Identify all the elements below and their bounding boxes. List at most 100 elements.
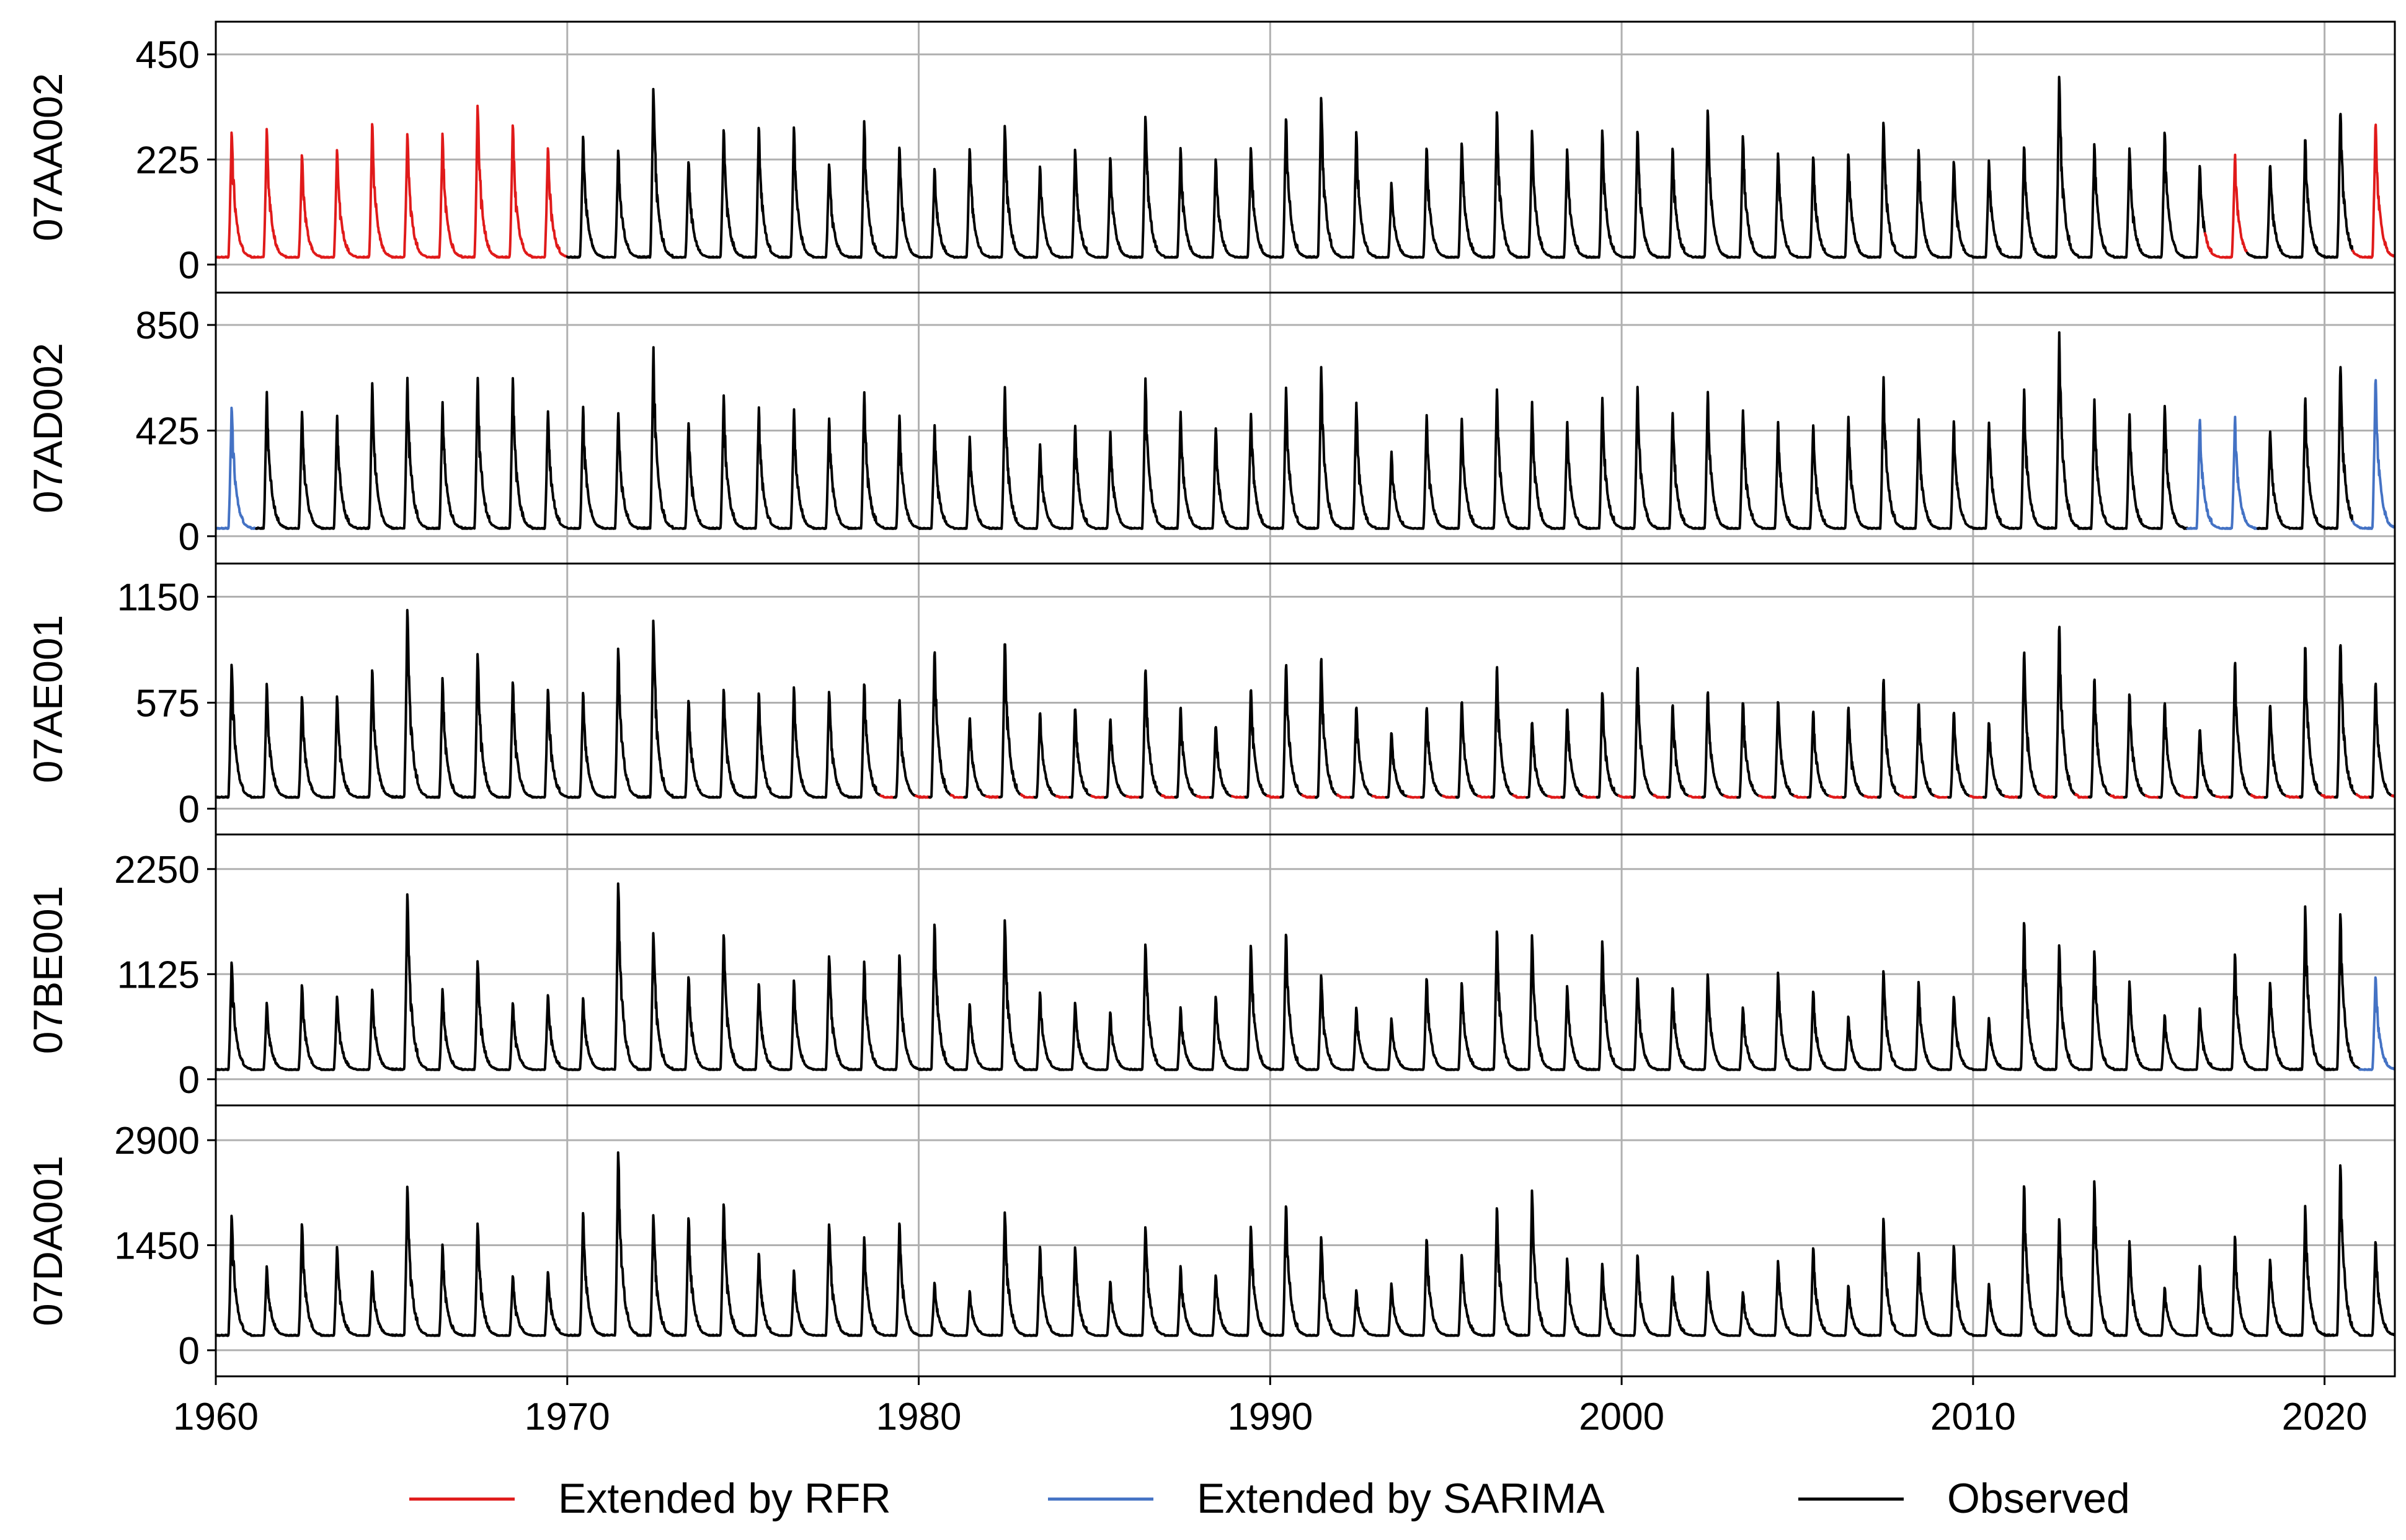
- series-line-observed: [216, 1151, 2395, 1337]
- x-tick-label: 1960: [173, 1396, 259, 1438]
- series-line-rfr: [1055, 794, 1072, 799]
- panel-frame: [215, 291, 2396, 565]
- panel-07AE001: 0 575 1150 07AE001: [25, 562, 2396, 836]
- x-axis: 1960 1970 1980 1990 2000 2010 2020: [173, 1376, 2368, 1438]
- series-line-observed: [1420, 707, 1444, 799]
- series-line-rfr: [2250, 794, 2267, 799]
- series-line-observed: [1244, 689, 1269, 799]
- series-line-rfr: [2074, 793, 2092, 799]
- series-line-observed: [1174, 706, 1199, 799]
- series-line-rfr: [1899, 794, 1915, 799]
- series-line-sarima: [2186, 415, 2259, 530]
- series-line-rfr: [985, 795, 1002, 799]
- series-line-observed: [2053, 626, 2077, 799]
- station-label: 07AA002: [25, 73, 71, 242]
- series-line-observed: [1982, 722, 2007, 799]
- series-line-observed: [1771, 701, 1796, 799]
- series-line-observed: [2193, 729, 2217, 799]
- series-line-rfr: [1196, 794, 1213, 799]
- panel-frame: [215, 562, 2396, 836]
- series-line-sarima: [216, 406, 257, 530]
- series-line-rfr: [216, 104, 569, 259]
- panel-frame: [215, 20, 2396, 294]
- series-line-rfr: [1266, 794, 1283, 799]
- series-line-observed: [1455, 701, 1480, 799]
- series-line-rfr: [1336, 793, 1354, 799]
- series-line-observed: [1139, 669, 1163, 799]
- series-line-observed: [2369, 683, 2394, 799]
- series-line-observed: [1315, 658, 1339, 799]
- y-tick-label: 450: [136, 34, 200, 77]
- panel-07AA002: 0 225 450 07AA002: [25, 20, 2396, 294]
- series-line-rfr: [1020, 793, 1037, 799]
- series-line-rfr: [1371, 794, 1388, 799]
- legend-item-sarima: Extended by SARIMA: [1048, 1475, 1605, 1522]
- series-line-observed: [1876, 678, 1901, 799]
- series-line-sarima: [2351, 379, 2395, 530]
- series-line-observed: [963, 717, 988, 799]
- series-line-rfr: [1687, 795, 1705, 799]
- series-line-observed: [1068, 708, 1093, 799]
- series-line-observed: [2123, 693, 2147, 799]
- series-line-rfr: [2180, 794, 2197, 799]
- series-line-observed: [255, 331, 2189, 530]
- series-line-observed: [1806, 710, 1831, 799]
- panel-07DA001: 0 1450 2900 07DA001: [25, 1104, 2396, 1378]
- station-label: 07AD002: [25, 343, 71, 513]
- series-line-observed: [1596, 692, 1620, 799]
- series-line-rfr: [949, 794, 967, 799]
- series-line-observed: [1490, 666, 1515, 799]
- series-line-rfr: [1617, 794, 1635, 799]
- series-line-observed: [928, 651, 952, 799]
- x-tick-label: 2010: [1930, 1396, 2016, 1438]
- series-line-observed: [1385, 732, 1409, 799]
- panel-frame: [215, 833, 2396, 1107]
- series-group: [216, 1151, 2395, 1337]
- series-line-observed: [998, 643, 1023, 799]
- panel-07BE001: 0 1125 2250 07BE001: [25, 833, 2396, 1107]
- series-line-observed: [2246, 112, 2354, 259]
- series-line-rfr: [1863, 794, 1881, 799]
- series-line-rfr: [1442, 794, 1459, 799]
- series-line-rfr: [1125, 795, 1143, 799]
- series-line-observed: [892, 699, 917, 799]
- x-tick-label: 1980: [876, 1396, 962, 1438]
- series-line-rfr: [2215, 795, 2232, 799]
- y-tick-label: 1125: [117, 954, 200, 996]
- series-line-observed: [1349, 706, 1374, 799]
- series-line-observed: [2087, 678, 2112, 799]
- series-line-rfr: [1653, 794, 1670, 799]
- series-line-rfr: [1476, 794, 1494, 799]
- series-line-observed: [1701, 691, 1726, 799]
- y-tick-label: 0: [179, 1059, 200, 1102]
- series-line-rfr: [1231, 795, 1248, 799]
- series-group: [216, 609, 2395, 799]
- y-tick-label: 2250: [114, 849, 200, 892]
- series-line-observed: [216, 609, 860, 799]
- x-tick-label: 2020: [2282, 1396, 2368, 1438]
- x-tick-label: 1990: [1227, 1396, 1313, 1438]
- series-line-observed: [1033, 712, 1058, 799]
- y-tick-label: 1150: [117, 577, 200, 619]
- series-line-observed: [2263, 704, 2288, 799]
- series-line-observed: [216, 882, 2361, 1071]
- series-line-observed: [858, 683, 882, 799]
- x-tick-label: 1970: [525, 1396, 610, 1438]
- y-tick-label: 575: [136, 682, 200, 725]
- series-line-rfr: [1582, 795, 1599, 799]
- x-tick-label: 2000: [1579, 1396, 1664, 1438]
- panels-layer: 0 225 450 07AA002 0 425 850 07AD002 0 575 1150 07AE…: [25, 20, 2396, 1378]
- series-line-observed: [1842, 706, 1866, 799]
- y-tick-label: 425: [136, 410, 200, 453]
- series-line-rfr: [1512, 794, 1529, 799]
- series-line-observed: [2158, 702, 2183, 799]
- y-tick-label: 850: [136, 304, 200, 347]
- series-line-observed: [2257, 366, 2354, 530]
- y-tick-label: 0: [179, 244, 200, 287]
- panel-frame: [215, 1104, 2396, 1378]
- y-tick-label: 225: [136, 139, 200, 182]
- series-group: [216, 882, 2395, 1071]
- series-line-rfr: [1933, 794, 1951, 799]
- series-line-rfr: [1160, 794, 1178, 799]
